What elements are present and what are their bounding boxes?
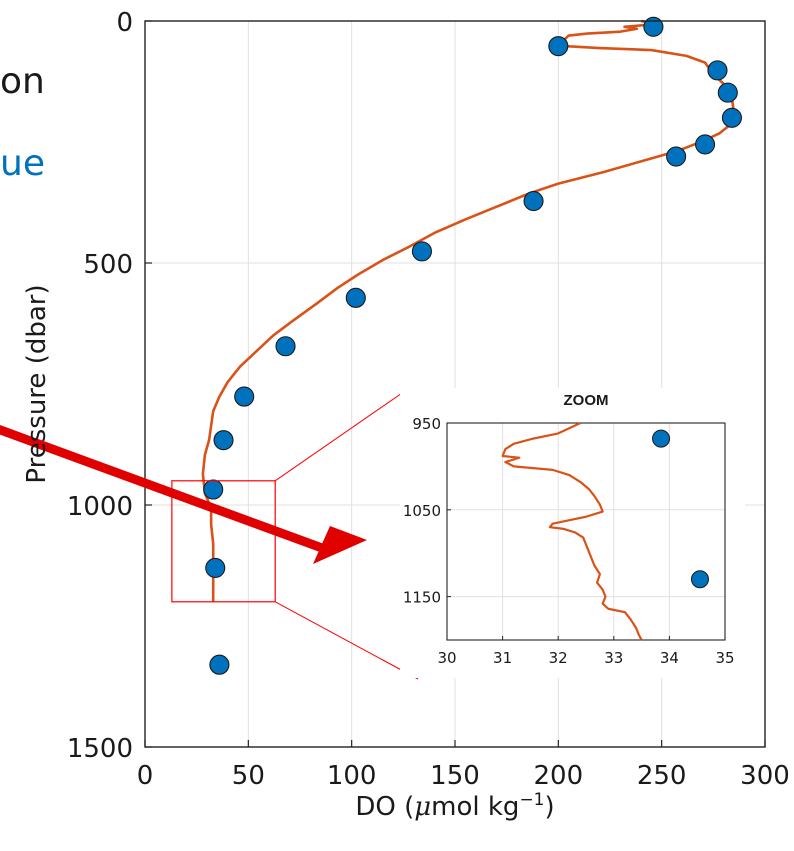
inset-xtick-label-34: 34 bbox=[660, 649, 679, 667]
zoom-connector-lines bbox=[171, 390, 419, 680]
main-sample-point-6 bbox=[666, 146, 687, 167]
inset-xtick-label-35: 35 bbox=[715, 649, 734, 667]
inset-xtick-label-32: 32 bbox=[549, 649, 568, 667]
main-sample-point-14 bbox=[205, 557, 226, 578]
main-ytick-label-1500: 1500 bbox=[67, 734, 133, 764]
main-sample-point-10 bbox=[275, 336, 296, 357]
main-ytick-label-1000: 1000 bbox=[67, 492, 133, 522]
main-sample-point-11 bbox=[234, 386, 255, 407]
main-sample-point-8 bbox=[411, 241, 432, 262]
inset-xtick-label-33: 33 bbox=[604, 649, 623, 667]
y-axis-label: Pressure (dbar) bbox=[22, 284, 52, 483]
axis-labels: DO (μmol kg−1) Pressure (dbar) bbox=[22, 284, 555, 822]
main-xtick-label-200: 200 bbox=[534, 761, 584, 791]
arrow-head bbox=[313, 526, 367, 564]
main-sample-point-15 bbox=[209, 654, 230, 675]
inset-sample-point-1 bbox=[690, 570, 709, 589]
main-sample-point-0 bbox=[643, 16, 664, 37]
main-sample-point-2 bbox=[707, 60, 728, 81]
zoom-connector-bottom bbox=[274, 601, 419, 680]
main-xtick-label-250: 250 bbox=[637, 761, 687, 791]
zoom-region-box bbox=[171, 480, 276, 603]
inset-ytick-label-1050: 1050 bbox=[403, 502, 441, 520]
main-sample-point-13 bbox=[203, 479, 224, 500]
zoom-inset: ZOOM 30 31 32 33 34 35 950 1050 1150 bbox=[400, 388, 745, 678]
main-xtick-label-0: 0 bbox=[137, 761, 154, 791]
main-sample-point-12 bbox=[213, 430, 234, 451]
main-sample-point-3 bbox=[717, 82, 738, 103]
main-sample-points bbox=[203, 16, 742, 675]
inset-frame bbox=[446, 422, 726, 641]
main-plot-frame bbox=[144, 20, 766, 748]
main-xtick-label-100: 100 bbox=[327, 761, 377, 791]
main-xtick-label-50: 50 bbox=[232, 761, 265, 791]
main-sample-point-1 bbox=[548, 36, 569, 57]
main-ytick-label-500: 500 bbox=[83, 250, 133, 280]
main-sample-point-9 bbox=[345, 287, 366, 308]
inset-xtick-label-31: 31 bbox=[493, 649, 512, 667]
cropped-text-line2: ue bbox=[0, 143, 45, 184]
main-axes: 0 50 100 150 200 250 300 0 500 1000 1500 bbox=[67, 8, 790, 791]
main-ytick-label-0: 0 bbox=[116, 8, 133, 38]
main-xtick-label-150: 150 bbox=[430, 761, 480, 791]
main-sample-point-4 bbox=[721, 107, 742, 128]
main-sample-point-5 bbox=[695, 134, 716, 155]
pointer-arrow bbox=[0, 425, 367, 564]
main-xtick-label-300: 300 bbox=[740, 761, 790, 791]
inset-sample-point-0 bbox=[652, 429, 671, 448]
inset-profile-path bbox=[501, 422, 643, 641]
inset-title: ZOOM bbox=[564, 392, 609, 409]
main-sample-point-7 bbox=[523, 190, 544, 212]
cropped-text-line1: on bbox=[0, 61, 45, 102]
inset-background bbox=[400, 388, 745, 678]
inset-ytick-label-950: 950 bbox=[412, 415, 441, 433]
zoom-connector-top bbox=[274, 390, 406, 482]
x-axis-label: DO (μmol kg−1) bbox=[355, 790, 554, 822]
arrow-shaft bbox=[0, 425, 324, 553]
inset-ytick-label-1150: 1150 bbox=[403, 589, 441, 607]
inset-xtick-label-30: 30 bbox=[437, 649, 456, 667]
